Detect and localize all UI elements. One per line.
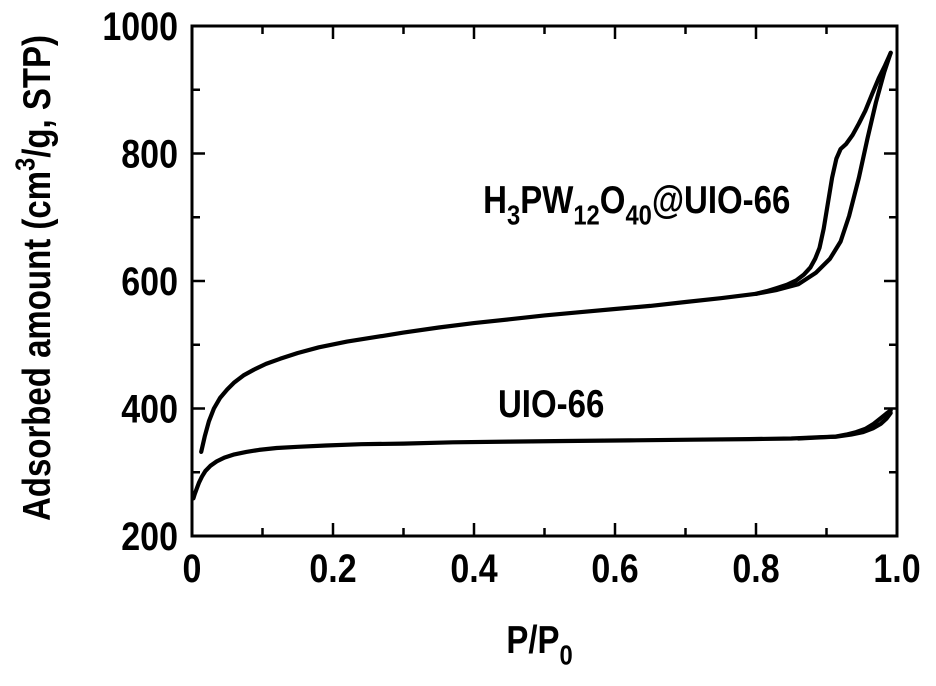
x-axis-label: P/P0: [506, 617, 572, 671]
series-uio-66-adsorption-curve: [191, 410, 893, 501]
x-tick-label: 0.8: [732, 545, 779, 590]
series-uio-66-desorption-curve: [796, 408, 893, 441]
y-tick-label: 200: [121, 513, 178, 558]
x-tick-label: 1.0: [873, 545, 920, 590]
series-h3pw12o40-uio-66-desorption-curve: [753, 50, 893, 296]
y-axis-label: Adsorbed amount (cm3/g, STP): [9, 35, 59, 521]
x-tick-label: 0: [183, 545, 202, 590]
y-tick-label: 600: [121, 258, 178, 303]
series-h3pw12o40-uio-66-adsorption-curve: [199, 50, 893, 454]
y-tick-label: 1000: [102, 3, 178, 48]
series-h3pw12o40-uio-66-label: H3PW12O40@UIO-66: [483, 177, 790, 231]
x-tick-label: 0.4: [450, 545, 498, 590]
series-uio-66-label: UIO-66: [498, 381, 604, 425]
y-tick-label: 800: [121, 131, 178, 176]
x-tick-label: 0.6: [591, 545, 638, 590]
x-tick-label: 0.2: [309, 545, 356, 590]
y-tick-label: 400: [121, 386, 178, 431]
